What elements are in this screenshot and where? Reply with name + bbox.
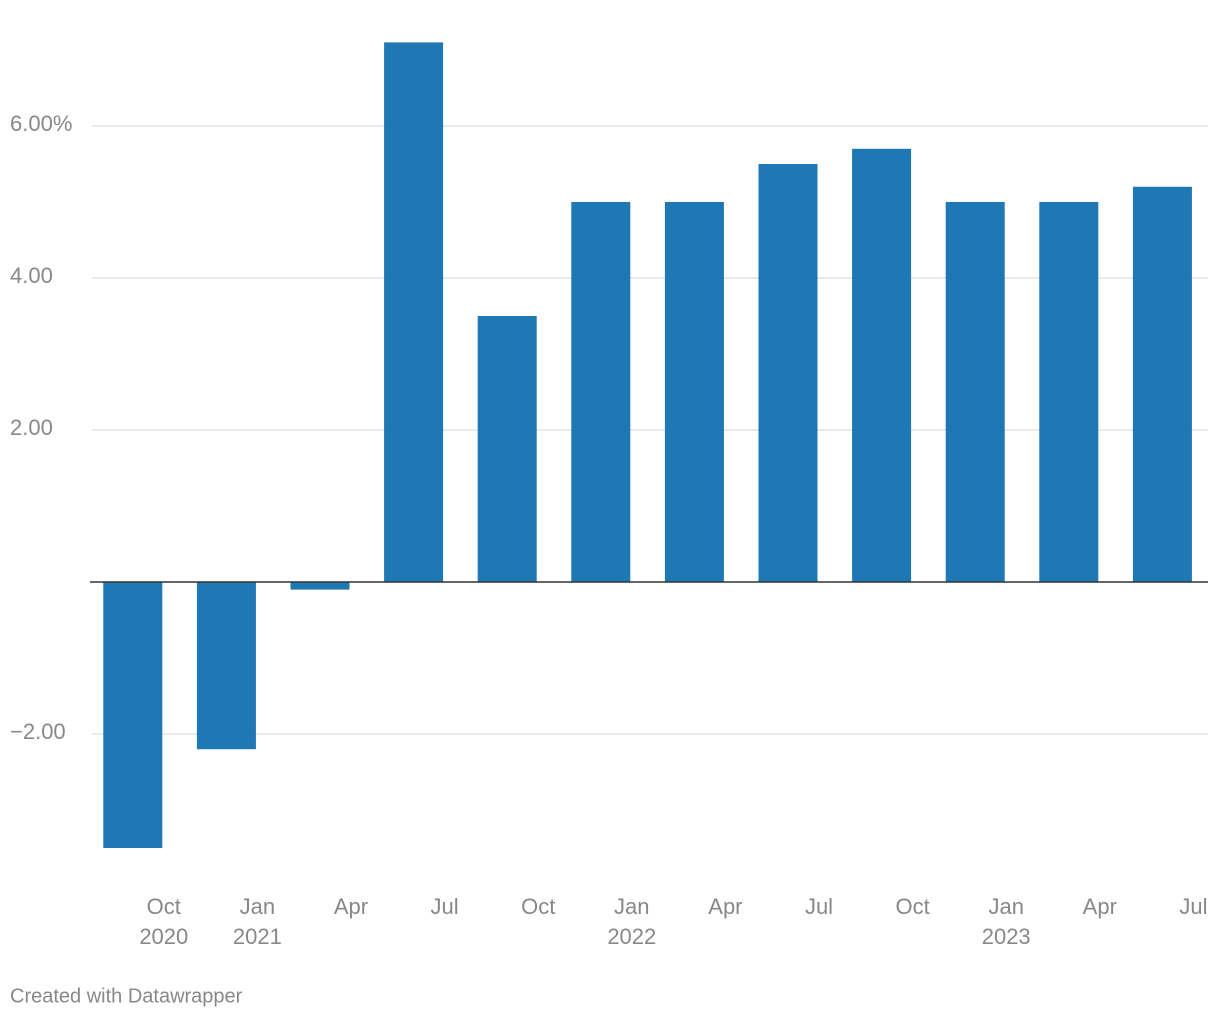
x-tick-label: Jan xyxy=(614,894,649,919)
x-tick-label: Jul xyxy=(431,894,459,919)
bar xyxy=(477,316,537,582)
bar xyxy=(1132,186,1192,583)
y-tick-label: −2.00 xyxy=(10,719,66,744)
x-tick-label: Apr xyxy=(708,894,742,919)
x-tick-label: Jul xyxy=(805,894,833,919)
bar xyxy=(384,42,444,582)
bar xyxy=(290,582,350,590)
bar xyxy=(196,582,256,750)
y-tick-label: 2.00 xyxy=(10,415,53,440)
x-tick-label: Apr xyxy=(334,894,368,919)
bar xyxy=(1039,202,1099,582)
x-tick-label: Apr xyxy=(1083,894,1117,919)
x-tick-year: 2022 xyxy=(607,924,656,949)
x-tick-year: 2020 xyxy=(139,924,188,949)
x-tick-label: Jan xyxy=(988,894,1023,919)
footer: Created with Datawrapper xyxy=(10,985,243,1007)
bar xyxy=(664,202,724,582)
x-tick-year: 2021 xyxy=(233,924,282,949)
x-tick-label: Oct xyxy=(521,894,555,919)
bar xyxy=(852,148,912,583)
x-tick-label: Oct xyxy=(147,894,181,919)
y-tick-label: 6.00% xyxy=(10,111,72,136)
x-tick-year: 2023 xyxy=(982,924,1031,949)
y-tick-label: 4.00 xyxy=(10,263,53,288)
bar xyxy=(945,202,1005,582)
x-tick-label: Jan xyxy=(240,894,275,919)
x-tick-label: Oct xyxy=(895,894,929,919)
bar xyxy=(758,164,818,582)
x-tick-label: Jul xyxy=(1179,894,1207,919)
bar xyxy=(103,582,163,848)
bar xyxy=(571,202,631,582)
